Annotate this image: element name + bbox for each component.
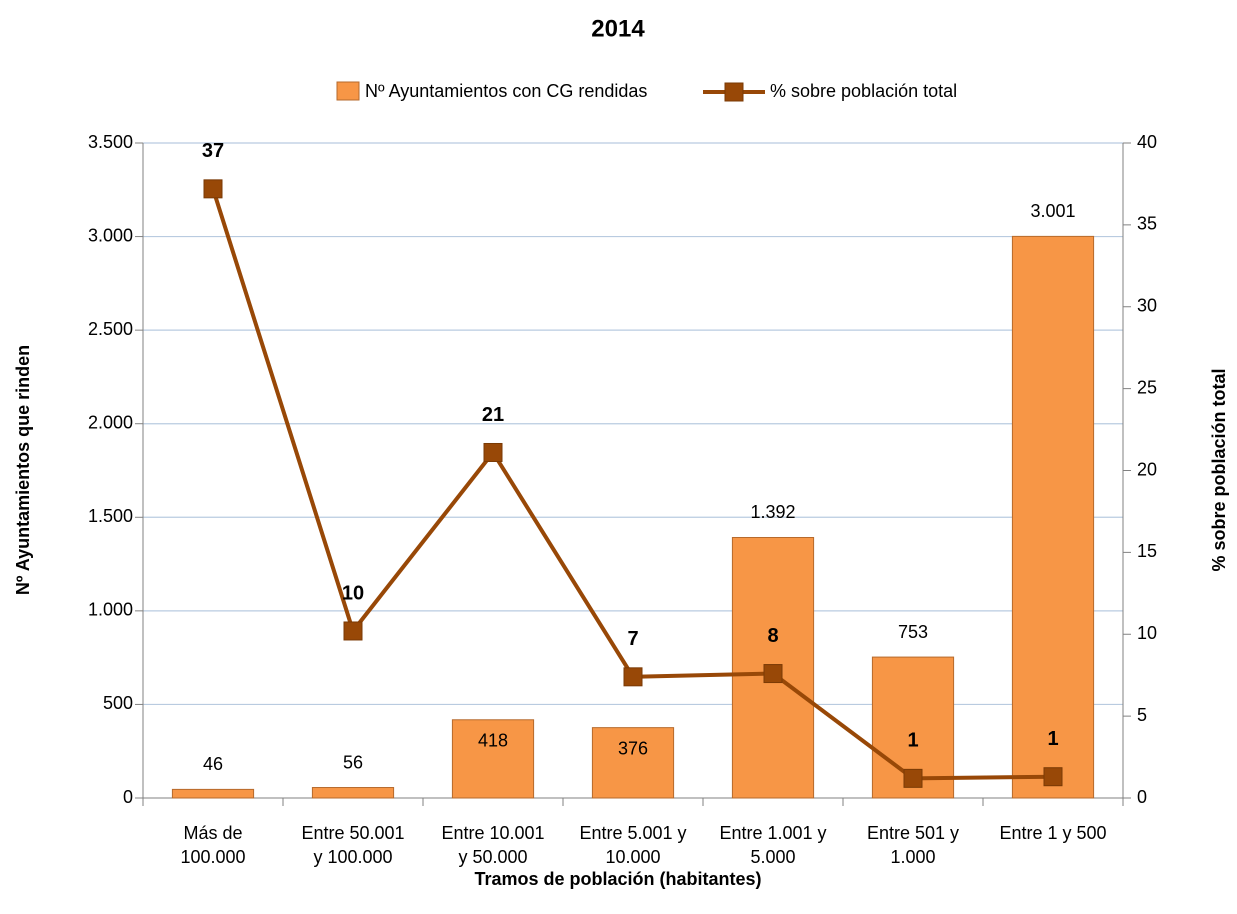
y2-tick-label: 0: [1137, 787, 1147, 807]
bar: [591, 727, 675, 799]
x-tick-label-line: Entre 5.001 y: [579, 823, 686, 843]
x-tick-label-line: y 50.000: [458, 847, 527, 867]
x-tick-label: Entre 50.001 y 100.000: [301, 823, 404, 867]
bar-value-label: 753: [898, 622, 928, 642]
y2-tick-label: 25: [1137, 377, 1157, 397]
y-axis-title: Nº Ayuntamientos que rinden: [13, 345, 33, 595]
x-tick-label-line: Entre 1.001 y: [719, 823, 826, 843]
bar: [1011, 235, 1095, 799]
y-tick-label: 500: [103, 693, 133, 713]
y2-tick-label: 35: [1137, 214, 1157, 234]
bar-value-label: 56: [343, 752, 363, 772]
x-tick-label-line: 1.000: [890, 847, 935, 867]
x-tick-label: Entre 501 y 1.000: [867, 823, 959, 867]
legend-swatch: [336, 81, 360, 101]
line-marker: [903, 768, 923, 788]
x-tick-label-line: 100.000: [180, 847, 245, 867]
line-value-label: 7: [627, 628, 638, 650]
x-tick-label: Más de 100.000: [180, 823, 245, 867]
line-marker: [763, 664, 783, 684]
y2-tick-label: 40: [1137, 132, 1157, 152]
line-marker: [203, 179, 223, 199]
legend-marker: [724, 82, 744, 102]
y2-tick-label: 20: [1137, 459, 1157, 479]
x-tick-label-line: 5.000: [750, 847, 795, 867]
y-tick-label: 2.500: [88, 319, 133, 339]
chart-title: 2014: [591, 15, 645, 42]
y2-tick-label: 15: [1137, 541, 1157, 561]
line-marker: [623, 667, 643, 687]
legend-label: % sobre población total: [770, 81, 957, 101]
line-value-label: 8: [767, 625, 778, 647]
line-value-label: 1: [1047, 728, 1058, 750]
x-tick-label-line: Entre 50.001: [301, 823, 404, 843]
y-tick-label: 1.000: [88, 600, 133, 620]
bar-value-label: 46: [203, 754, 223, 774]
line-marker: [483, 442, 503, 462]
y2-axis-title: % sobre población total: [1209, 368, 1229, 571]
x-tick-label-line: 10.000: [605, 847, 660, 867]
bar-value-label: 1.392: [750, 502, 795, 522]
y2-tick-label: 30: [1137, 296, 1157, 316]
x-tick-label: Entre 1 y 500: [999, 823, 1106, 843]
y2-tick-label: 5: [1137, 705, 1147, 725]
y-tick-label: 3.500: [88, 132, 133, 152]
bar: [171, 788, 255, 799]
y-tick-label: 0: [123, 787, 133, 807]
x-tick-label: Entre 1.001 y 5.000: [719, 823, 826, 867]
bar-value-label: 3.001: [1030, 201, 1075, 221]
line-marker: [1043, 767, 1063, 787]
bar: [451, 719, 535, 799]
line-marker: [343, 621, 363, 641]
bar-value-label: 418: [478, 731, 508, 751]
y-tick-label: 1.500: [88, 506, 133, 526]
y-tick-label: 3.000: [88, 225, 133, 245]
line-value-label: 37: [202, 140, 224, 162]
line-value-label: 10: [342, 582, 364, 604]
bar: [311, 787, 395, 799]
x-tick-label-line: Entre 10.001: [441, 823, 544, 843]
x-tick-label: Entre 10.001 y 50.000: [441, 823, 544, 867]
line-value-label: 1: [907, 730, 918, 752]
x-tick-label-line: Entre 501 y: [867, 823, 959, 843]
legend-label: Nº Ayuntamientos con CG rendidas: [365, 81, 647, 101]
x-tick-label: Entre 5.001 y 10.000: [579, 823, 686, 867]
x-tick-label-line: Entre 1 y 500: [999, 823, 1106, 843]
x-tick-label-line: Más de: [183, 823, 242, 843]
bar-value-label: 376: [618, 738, 648, 758]
x-tick-label-line: y 100.000: [313, 847, 392, 867]
y-tick-label: 2.000: [88, 412, 133, 432]
line-value-label: 21: [482, 404, 504, 426]
y2-tick-label: 10: [1137, 623, 1157, 643]
x-axis-title: Tramos de población (habitantes): [474, 869, 761, 889]
